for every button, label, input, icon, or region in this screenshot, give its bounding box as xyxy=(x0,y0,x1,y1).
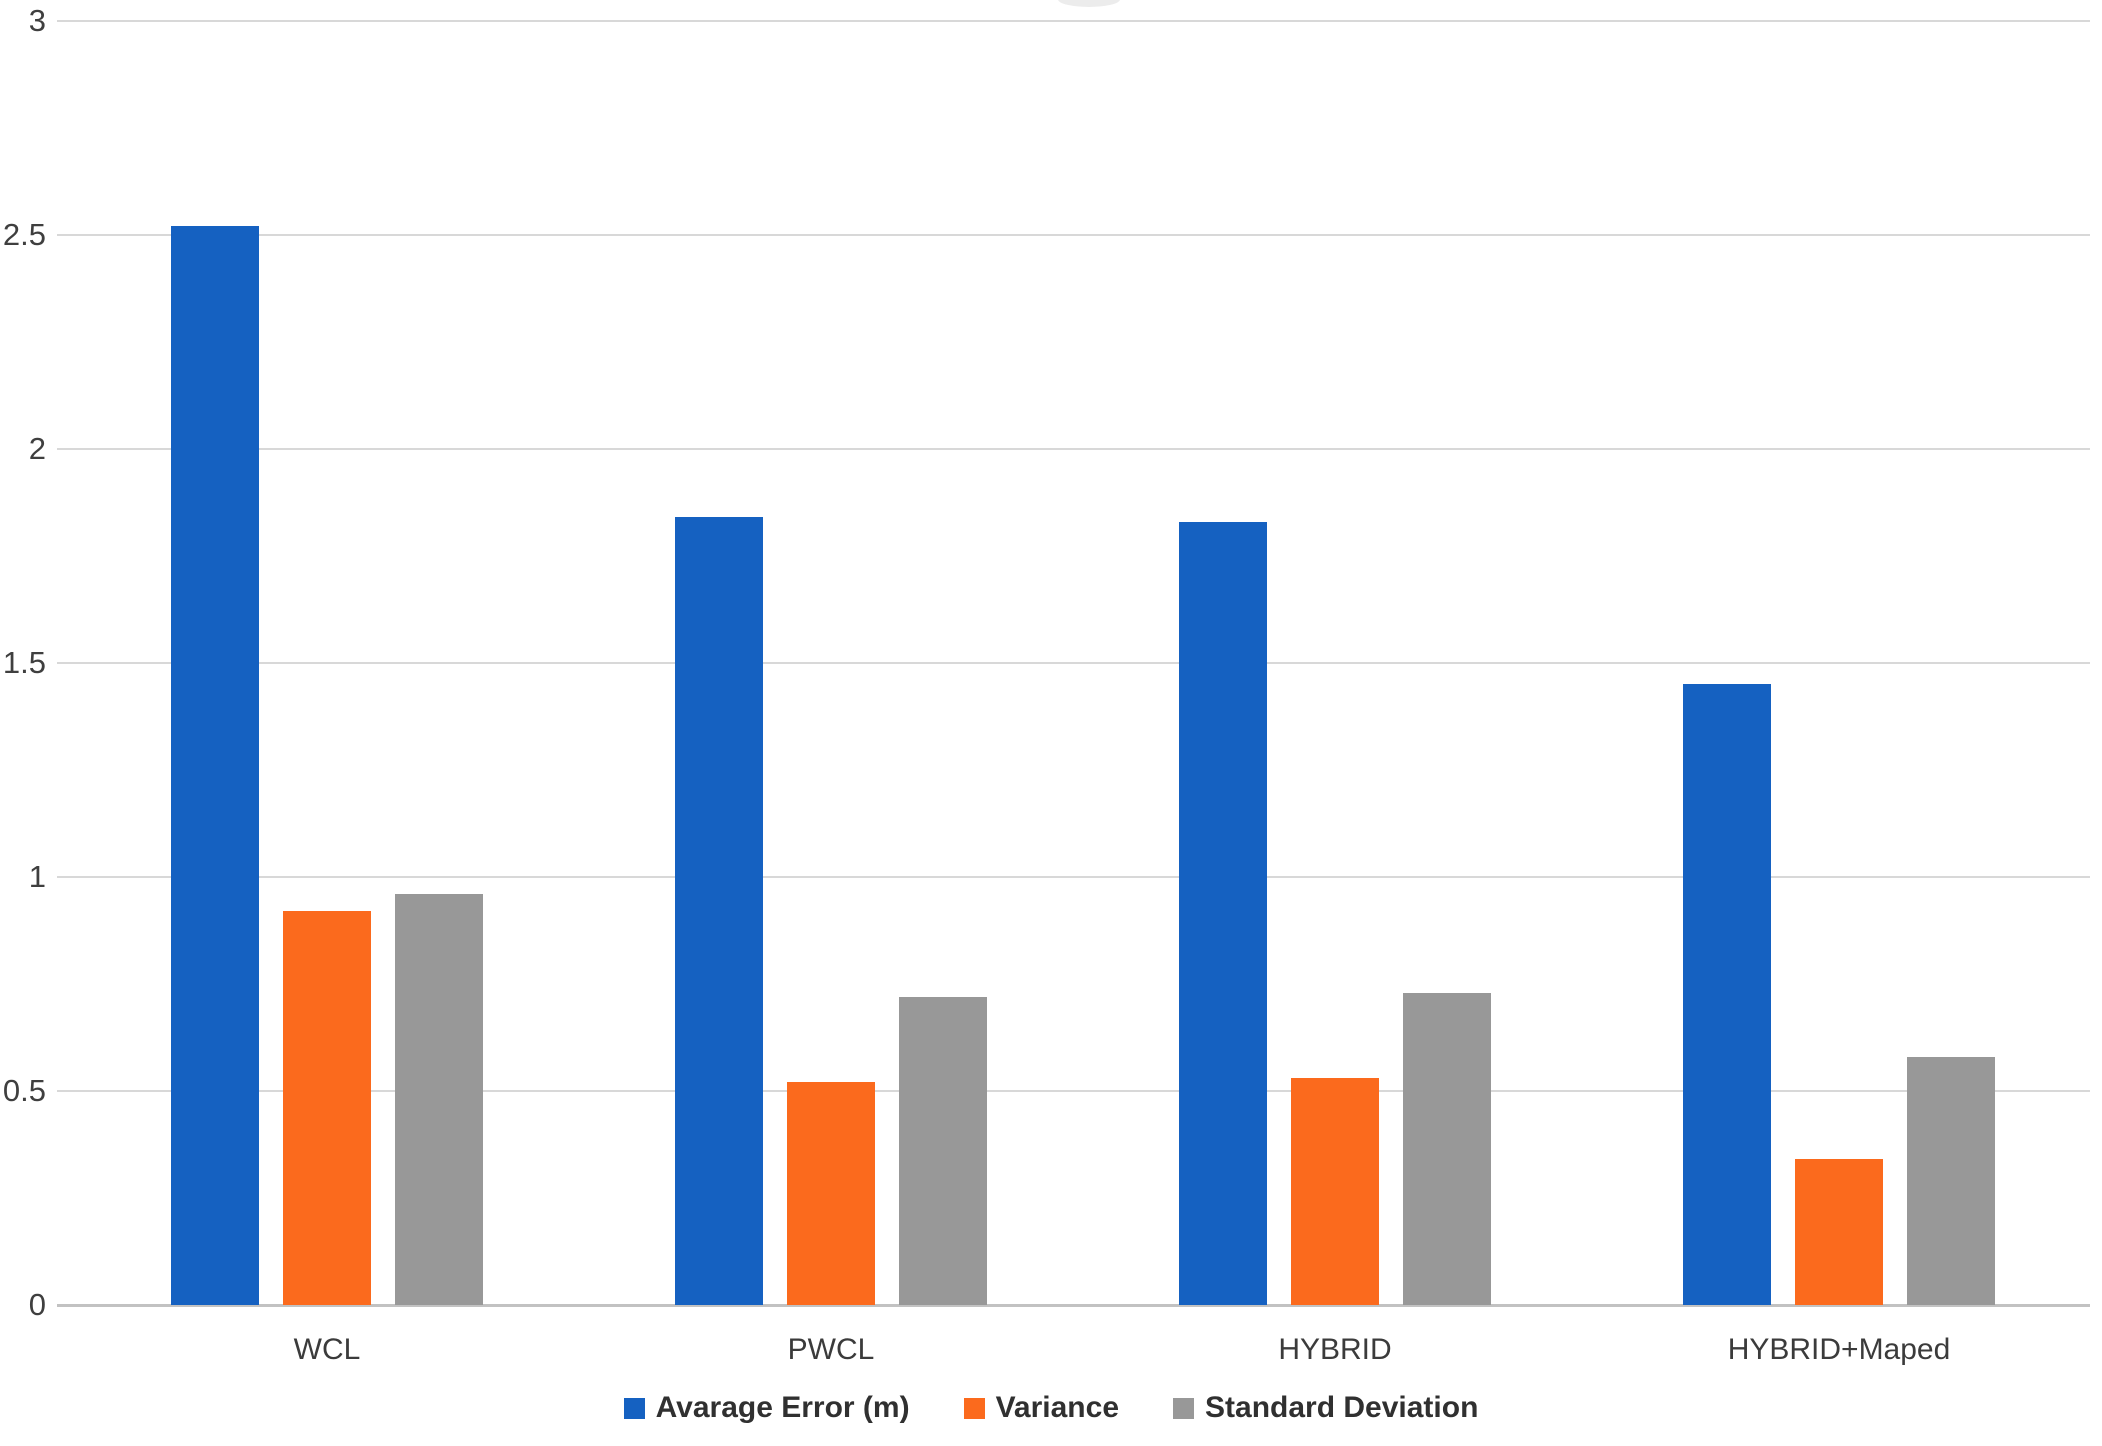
bar-wcl-avarage-error-m- xyxy=(171,226,259,1305)
y-tick-label-1: 1 xyxy=(28,859,46,894)
cropped-edge-artifact xyxy=(1058,0,1120,7)
gridline-y-0.5 xyxy=(57,1090,2090,1092)
y-tick-label-2: 2 xyxy=(28,431,46,466)
legend-item-avarage-error-m-: Avarage Error (m) xyxy=(623,1391,910,1425)
y-tick-label-2.5: 2.5 xyxy=(2,217,46,252)
x-category-label-pwcl: PWCL xyxy=(787,1333,875,1366)
y-tick-label-3: 3 xyxy=(28,3,46,38)
x-axis-line xyxy=(57,1304,2090,1307)
y-tick-label-1.5: 1.5 xyxy=(2,645,46,680)
bar-hybrid-maped-avarage-error-m- xyxy=(1683,684,1771,1305)
bar-wcl-standard-deviation xyxy=(395,894,483,1305)
gridline-y-2 xyxy=(57,448,2090,450)
bar-pwcl-avarage-error-m- xyxy=(675,517,763,1305)
y-tick-label-0.5: 0.5 xyxy=(2,1073,46,1108)
y-tick-label-0: 0 xyxy=(28,1287,46,1322)
x-category-label-wcl: WCL xyxy=(293,1333,361,1366)
bar-hybrid-avarage-error-m- xyxy=(1179,521,1267,1305)
bar-hybrid-variance xyxy=(1291,1078,1379,1305)
legend-item-variance: Variance xyxy=(963,1391,1120,1425)
x-category-label-hybrid: HYBRID xyxy=(1278,1333,1392,1366)
bar-wcl-variance xyxy=(283,911,371,1305)
bar-hybrid-standard-deviation xyxy=(1403,992,1491,1305)
bar-hybrid-maped-standard-deviation xyxy=(1907,1056,1995,1305)
gridline-y-3 xyxy=(57,20,2090,22)
legend-swatch-icon xyxy=(623,1397,645,1419)
legend: Avarage Error (m) Variance Standard Deviat… xyxy=(0,1391,2102,1425)
gridline-y-1.5 xyxy=(57,662,2090,664)
legend-label: Variance xyxy=(995,1391,1120,1424)
legend-swatch-icon xyxy=(963,1397,985,1419)
gridline-y-2.5 xyxy=(57,234,2090,236)
legend-item-standard-deviation: Standard Deviation xyxy=(1173,1391,1478,1425)
bar-hybrid-maped-variance xyxy=(1795,1159,1883,1305)
bar-pwcl-variance xyxy=(787,1082,875,1305)
legend-label: Avarage Error (m) xyxy=(655,1391,910,1424)
bar-pwcl-standard-deviation xyxy=(899,996,987,1305)
x-category-label-hybrid-maped: HYBRID+Maped xyxy=(1727,1333,1951,1366)
gridline-y-1 xyxy=(57,876,2090,878)
legend-label: Standard Deviation xyxy=(1205,1391,1479,1424)
legend-swatch-icon xyxy=(1173,1397,1195,1419)
